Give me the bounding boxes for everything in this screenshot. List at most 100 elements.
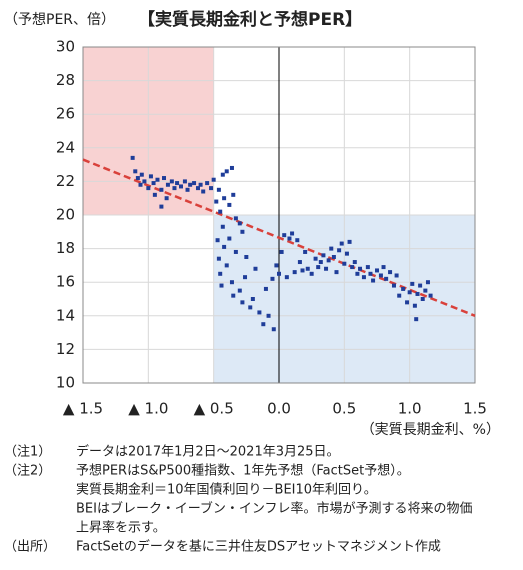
point (368, 271, 373, 276)
point (331, 255, 336, 259)
x-axis-label: （実質長期金利、%） (361, 422, 500, 438)
point (410, 281, 415, 286)
point (300, 268, 305, 273)
y-tick-label: 30 (56, 38, 75, 56)
point (240, 229, 245, 234)
point (159, 204, 164, 209)
note-text: 予想PERはS&P500種指数、1年先予想（FactSet予想）。 (76, 463, 410, 479)
point (220, 172, 225, 177)
y-tick-label: 18 (56, 239, 75, 257)
point (350, 265, 355, 270)
point (316, 265, 321, 270)
point (388, 270, 393, 275)
point (224, 263, 229, 268)
point (138, 182, 143, 187)
point (313, 256, 318, 261)
trend-line (82, 158, 476, 317)
point (257, 310, 262, 315)
x-tick-label: ▲ 0.5 (194, 400, 234, 418)
point (233, 249, 238, 254)
x-tick-label: 1.0 (398, 400, 422, 418)
point (329, 246, 334, 251)
point (146, 186, 151, 191)
y-tick-label: 16 (56, 273, 75, 291)
point (139, 172, 144, 177)
point (274, 263, 279, 268)
plot-frame (82, 46, 476, 384)
point (169, 179, 174, 184)
point (261, 322, 266, 327)
point (240, 300, 245, 305)
point (405, 300, 410, 305)
point (420, 297, 425, 301)
point (352, 260, 357, 265)
point (229, 280, 234, 285)
y-tick-label: 20 (56, 206, 75, 224)
point (287, 236, 292, 241)
note-label: （注1） (4, 445, 51, 460)
point (243, 275, 248, 280)
point (371, 278, 376, 283)
point (211, 177, 216, 182)
point (401, 286, 406, 291)
point (248, 305, 253, 310)
note-text: データは2017年1月2日～2021年3月25日。 (76, 444, 340, 460)
point (214, 199, 219, 204)
y-tick-label: 22 (56, 172, 75, 190)
point (303, 249, 308, 254)
point (229, 165, 234, 170)
point (412, 303, 417, 308)
point (182, 179, 187, 184)
point (220, 224, 225, 229)
point (179, 184, 183, 189)
note-label: （注2） (4, 464, 51, 479)
y-tick-label: 24 (56, 138, 75, 156)
point (231, 293, 236, 298)
point (407, 290, 412, 295)
point (361, 275, 366, 280)
point (209, 186, 214, 191)
x-tick-label: 0.5 (332, 400, 356, 418)
point (394, 273, 399, 278)
point (290, 231, 295, 236)
point (222, 244, 227, 249)
point (321, 253, 326, 258)
point (192, 181, 197, 186)
point (334, 270, 339, 275)
point (152, 192, 157, 197)
y-tick-label: 12 (56, 340, 75, 358)
point (148, 174, 153, 179)
point (250, 297, 255, 301)
point (365, 265, 370, 270)
point (263, 286, 268, 291)
point (414, 317, 419, 322)
point (428, 293, 433, 298)
point (222, 196, 227, 201)
point (205, 181, 210, 186)
note-text: FactSetのデータを基に三井住友DSアセットマネジメント作成 (76, 539, 441, 555)
y-tick-label: 14 (56, 306, 75, 324)
point (324, 266, 329, 271)
x-tick-label: ▲ 1.5 (63, 400, 103, 418)
point (391, 283, 396, 288)
note-text: 実質長期金利＝10年国債利回り－BEI10年利回り。 (76, 482, 377, 498)
point (342, 261, 347, 266)
point (142, 179, 147, 184)
point (309, 271, 314, 276)
point (159, 187, 164, 192)
point (279, 249, 284, 254)
point (185, 187, 190, 192)
note-text: 上昇率を示す。 (76, 520, 166, 536)
point (415, 291, 420, 296)
point (326, 258, 331, 263)
point (344, 251, 349, 256)
point (295, 238, 300, 243)
point (224, 169, 229, 174)
point (227, 236, 232, 241)
point (418, 283, 423, 288)
point (425, 280, 430, 285)
point (397, 293, 402, 298)
point (358, 266, 363, 271)
